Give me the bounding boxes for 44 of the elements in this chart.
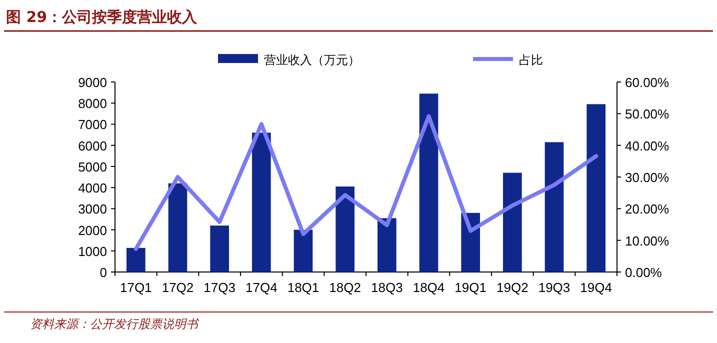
x-tick-label: 17Q1 [120,280,152,295]
bar [252,132,271,272]
x-tick-label: 18Q2 [329,280,361,295]
x-tick-label: 17Q2 [162,280,194,295]
x-tick-label: 19Q1 [454,280,486,295]
y2-tick-label: 10.00% [625,233,670,248]
x-tick-label: 19Q4 [580,280,612,295]
bar [336,186,354,272]
bar [544,142,564,272]
x-tick-label: 19Q3 [538,280,570,295]
bar [168,183,188,272]
bar [210,226,229,272]
y2-tick-label: 0.00% [625,265,662,280]
legend-label: 占比 [519,53,543,67]
y-tick-label: 2000 [78,222,107,238]
x-tick-label: 17Q3 [204,280,236,295]
bar [419,94,438,272]
text: 资料来源：公开发行股票说明书 [30,317,200,331]
y2-tick-label: 60.00% [625,75,670,90]
bar [126,248,146,272]
y2-tick-label: 30.00% [625,170,670,185]
bar [378,218,396,272]
bar [503,172,522,272]
chart-title: 图 29：公司按季度营业收入 [6,8,198,26]
y-tick-label: 5000 [78,159,107,174]
bar [294,230,313,272]
bar [586,104,606,272]
y2-tick-label: 40.00% [625,138,670,154]
y-tick-label: 1000 [78,244,107,259]
x-tick-label: 18Q3 [371,280,403,295]
y-tick-label: 8000 [78,96,107,112]
x-tick-label: 19Q2 [496,280,528,295]
y-tick-label: 6000 [78,138,107,154]
legend-label: 营业收入（万元） [264,53,360,67]
x-tick-label: 18Q4 [412,280,445,295]
y-tick-label: 9000 [78,75,107,90]
y2-tick-label: 20.00% [625,202,670,217]
y2-tick-label: 50.00% [625,106,670,122]
y-tick-label: 4000 [78,180,107,196]
y-tick-label: 7000 [78,117,107,132]
x-tick-label: 18Q1 [287,280,320,295]
x-tick-label: 17Q4 [246,280,278,295]
y-tick-label: 3000 [78,202,107,217]
y-tick-label: 0 [100,265,107,280]
